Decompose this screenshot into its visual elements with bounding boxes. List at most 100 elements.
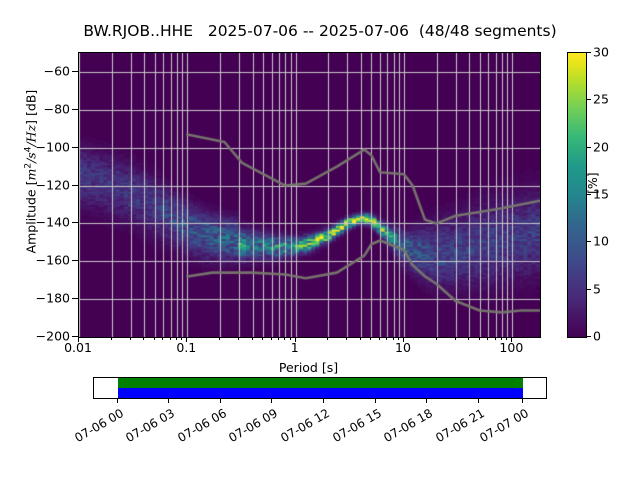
colorbar-label: [%] bbox=[585, 172, 600, 194]
x-tick-mark-minor bbox=[500, 337, 502, 340]
colorbar-tick-label: 30 bbox=[593, 44, 609, 60]
time-tick-label: 07-06 18 bbox=[381, 406, 436, 446]
time-tick-mark bbox=[116, 399, 118, 403]
x-tick-mark-minor bbox=[218, 337, 220, 340]
x-tick-mark-minor bbox=[386, 337, 388, 340]
x-tick-mark-major bbox=[78, 337, 79, 342]
y-axis-label: Amplitude [m2/s4/Hz] [dB] bbox=[23, 89, 39, 254]
time-tick-mark bbox=[168, 399, 170, 403]
time-tick-label: 07-06 00 bbox=[71, 406, 126, 446]
colorbar-tick-label: 10 bbox=[593, 233, 609, 249]
x-tick-mark-minor bbox=[262, 337, 264, 340]
y-tick-mark bbox=[72, 298, 78, 300]
x-tick-mark-major bbox=[186, 337, 188, 342]
colorbar-tick-label: 20 bbox=[593, 139, 609, 155]
x-tick-mark-minor bbox=[392, 337, 394, 340]
y-tick-label: −200 bbox=[35, 328, 70, 344]
coverage-segment-green bbox=[117, 378, 523, 388]
y-tick-label: −180 bbox=[35, 290, 70, 306]
x-tick-mark-minor bbox=[478, 337, 480, 340]
x-tick-mark-minor bbox=[506, 337, 508, 340]
y-tick-label: −80 bbox=[43, 101, 70, 117]
time-tick-mark bbox=[477, 399, 479, 403]
ppsd-plot-area bbox=[78, 52, 541, 338]
x-tick-mark-minor bbox=[398, 337, 400, 340]
y-tick-label: −60 bbox=[43, 63, 70, 79]
y-tick-mark bbox=[72, 108, 78, 110]
x-tick-mark-minor bbox=[346, 337, 348, 340]
x-axis-ticks: 0.01 0.1 1 10 100 bbox=[64, 340, 539, 360]
y-tick-mark bbox=[72, 222, 78, 224]
x-tick-mark-minor bbox=[175, 337, 177, 340]
time-tick-mark bbox=[426, 399, 428, 403]
colorbar-tick-mark bbox=[586, 194, 591, 195]
y-tick-label: −100 bbox=[35, 139, 70, 155]
x-tick-mark-minor bbox=[153, 337, 155, 340]
data-coverage-bar bbox=[93, 377, 547, 399]
time-tick-mark bbox=[322, 399, 324, 403]
time-tick-mark bbox=[521, 399, 523, 403]
x-tick-mark-minor bbox=[284, 337, 286, 340]
x-tick-mark-major bbox=[403, 337, 404, 342]
x-tick-mark-minor bbox=[370, 337, 372, 340]
x-tick-mark-minor bbox=[110, 337, 112, 340]
x-tick-mark-minor bbox=[143, 337, 145, 340]
x-tick-mark-minor bbox=[454, 337, 456, 340]
y-tick-label: −140 bbox=[35, 214, 70, 230]
coverage-segment-blue bbox=[117, 388, 523, 398]
y-tick-mark bbox=[72, 70, 78, 72]
y-tick-mark bbox=[72, 336, 78, 337]
time-tick-mark bbox=[271, 399, 273, 403]
y-tick-mark bbox=[72, 260, 78, 262]
time-tick-mark bbox=[374, 399, 376, 403]
page-title: BW.RJOB..HHE 2025-07-06 -- 2025-07-06 (4… bbox=[83, 22, 557, 40]
colorbar-tick-label: 0 bbox=[593, 328, 601, 344]
x-tick-mark-minor bbox=[494, 337, 496, 340]
x-tick-label: 1 bbox=[290, 340, 299, 355]
x-tick-mark-minor bbox=[129, 337, 131, 340]
x-tick-mark-minor bbox=[169, 337, 171, 340]
x-tick-mark-minor bbox=[238, 337, 240, 340]
x-tick-mark-minor bbox=[251, 337, 253, 340]
time-tick-label: 07-06 15 bbox=[329, 406, 384, 446]
x-tick-mark-minor bbox=[378, 337, 380, 340]
colorbar-tick-label: 15 bbox=[593, 186, 609, 202]
x-tick-mark-major bbox=[511, 337, 513, 342]
x-tick-mark-minor bbox=[468, 337, 470, 340]
y-tick-label: −120 bbox=[35, 177, 70, 193]
y-tick-mark bbox=[72, 184, 78, 186]
x-tick-mark-minor bbox=[270, 337, 272, 340]
ppsd-histogram-canvas bbox=[79, 53, 540, 337]
colorbar-tick-mark bbox=[586, 52, 591, 53]
colorbar-tick-label: 5 bbox=[593, 281, 601, 297]
colorbar bbox=[567, 52, 587, 338]
y-axis-ticks: −60 −80 −100 −120 −140 −160 −180 −200 bbox=[0, 52, 70, 343]
x-tick-mark-minor bbox=[289, 337, 291, 340]
x-tick-mark-minor bbox=[359, 337, 361, 340]
x-tick-label: 10 bbox=[395, 340, 411, 355]
colorbar-tick-mark bbox=[586, 241, 591, 243]
x-tick-mark-minor bbox=[181, 337, 183, 340]
x-tick-mark-minor bbox=[327, 337, 329, 340]
x-tick-mark-minor bbox=[487, 337, 489, 340]
y-tick-mark bbox=[72, 146, 78, 148]
time-tick-mark bbox=[219, 399, 221, 403]
x-tick-mark-minor bbox=[435, 337, 437, 340]
x-tick-mark-minor bbox=[162, 337, 164, 340]
colorbar-tick-label: 25 bbox=[593, 91, 609, 107]
colorbar-tick-mark bbox=[586, 336, 591, 337]
x-tick-label: 0.1 bbox=[176, 340, 197, 355]
time-tick-label: 07-06 06 bbox=[174, 406, 229, 446]
colorbar-tick-mark bbox=[586, 99, 591, 101]
x-axis-label: Period [s] bbox=[278, 360, 339, 375]
time-tick-label: 07-06 12 bbox=[278, 406, 332, 446]
time-tick-label: 07-06 09 bbox=[226, 406, 281, 446]
y-tick-label: −160 bbox=[35, 252, 70, 268]
time-tick-label: 07-06 03 bbox=[123, 406, 178, 446]
colorbar-tick-mark bbox=[586, 288, 591, 290]
x-tick-label: 100 bbox=[499, 340, 524, 355]
colorbar-tick-mark bbox=[586, 146, 591, 148]
x-tick-label: 0.01 bbox=[64, 340, 92, 355]
x-tick-mark-minor bbox=[277, 337, 279, 340]
